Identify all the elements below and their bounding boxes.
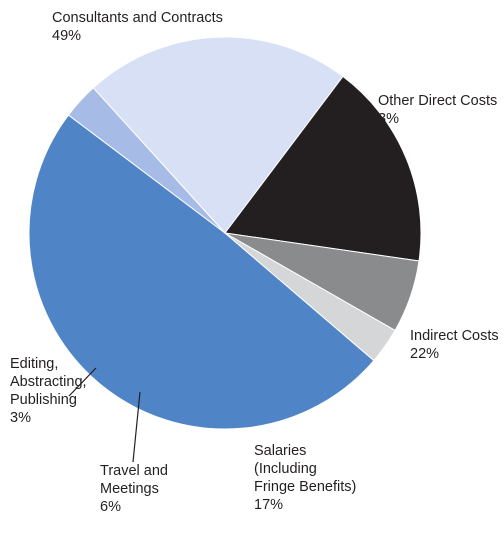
slice-name-line: (Including <box>254 461 317 477</box>
slice-name-line: Other Direct Costs <box>378 93 497 109</box>
pie-slice-consultants-and-contracts <box>28 114 375 430</box>
slice-name-line: Abstracting, <box>10 374 87 390</box>
slice-name-line: Indirect Costs <box>410 328 499 344</box>
slice-label-consultants-and-contracts: Consultants and Contracts 49% <box>52 10 223 44</box>
leader-line-editing-abstracting-publishing <box>68 367 97 397</box>
slice-name-line: Consultants and Contracts <box>52 10 223 26</box>
pie-slices <box>28 36 422 430</box>
slice-label-travel-and-meetings: Travel and Meetings 6% <box>100 463 168 515</box>
slice-label-salaries-including-fringe-benefits: Salaries (Including Fringe Benefits) 17% <box>254 443 356 513</box>
slice-value-label: 22% <box>410 346 439 362</box>
pie-slice-salaries-including-fringe-benefits <box>224 75 422 262</box>
pie-slice-indirect-costs <box>92 36 344 234</box>
leader-lines <box>68 367 141 463</box>
slice-labels: Consultants and Contracts 49% Other Direct… <box>10 10 499 515</box>
slice-name-line: Salaries <box>254 443 306 459</box>
slice-label-indirect-costs: Indirect Costs 22% <box>410 328 499 362</box>
pie-slice-editing-abstracting-publishing <box>224 232 396 362</box>
slice-value-label: 6% <box>100 499 121 515</box>
slice-value-label: 3% <box>10 410 31 426</box>
slice-name-line: Fringe Benefits) <box>254 479 356 495</box>
slice-value-label: 17% <box>254 497 283 513</box>
slice-name-line: Publishing <box>10 392 77 408</box>
slice-name-line: Travel and <box>100 463 168 479</box>
slice-label-editing-abstracting-publishing: Editing, Abstracting, Publishing 3% <box>10 356 87 426</box>
slice-value-label: 49% <box>52 28 81 44</box>
slice-name-line: Meetings <box>100 481 159 497</box>
leader-line-travel-and-meetings <box>132 391 141 463</box>
slice-name-line: Editing, <box>10 356 58 372</box>
slice-value-label: 3% <box>378 111 399 127</box>
slice-label-other-direct-costs: Other Direct Costs 3% <box>378 93 497 127</box>
